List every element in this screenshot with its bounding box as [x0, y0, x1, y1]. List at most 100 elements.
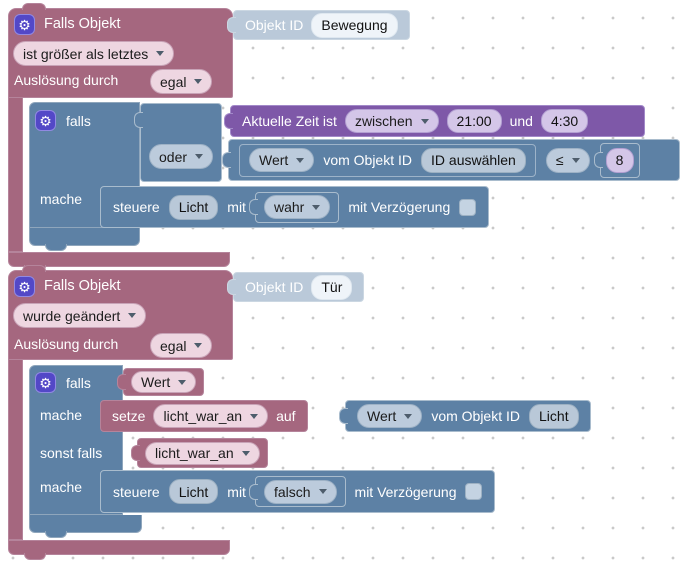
rule1-trigger-dropdown[interactable]: egal [150, 69, 213, 94]
steuere-object-field[interactable]: Licht [168, 194, 219, 220]
rule1-title: Falls Objekt [44, 16, 121, 32]
time-to-field[interactable]: 4:30 [540, 109, 589, 133]
set-variable-block[interactable]: setze licht_war_an auf [100, 400, 308, 432]
rule1-gear-icon[interactable]: ⚙ [14, 14, 35, 35]
rule2-condition-dropdown[interactable]: wurde geändert [13, 303, 147, 328]
chevron-down-icon [404, 413, 413, 419]
time-und-label: und [509, 113, 533, 129]
variable-dropdown[interactable]: licht_war_an [153, 404, 269, 428]
rule1-logic-or-block[interactable]: oder [134, 103, 222, 182]
number-block-connector [593, 152, 603, 168]
rule2-if-bottom-connector [45, 531, 67, 538]
chevron-down-icon [178, 379, 187, 385]
getter-object-id-field[interactable]: ID auswählen [421, 147, 526, 173]
or-block-connector [134, 112, 143, 128]
rule1-control-action-block[interactable]: steuere Licht mit wahr mit Verzögerung [100, 186, 490, 228]
logic-true-block[interactable]: wahr [248, 191, 340, 223]
rule2-trigger-label: Auslösung durch [14, 336, 119, 352]
getter2-vom-label: vom Objekt ID [431, 408, 521, 424]
rule2-bottom-connector [24, 553, 46, 560]
rule2-object-id-connector [227, 279, 236, 295]
falls-value-dropdown[interactable]: Wert [131, 371, 197, 393]
mit-label: mit [227, 199, 246, 215]
rule2-falls-label: falls [66, 375, 91, 391]
rule2-trigger-text: egal [160, 337, 187, 354]
time-from-field[interactable]: 21:00 [446, 109, 502, 133]
rule1-top-connector [22, 3, 46, 10]
rule1-if-bottom-bar [29, 228, 140, 251]
sonst-falls-value-block[interactable]: licht_war_an [131, 438, 268, 468]
steuere-label: steuere [113, 199, 160, 215]
chevron-down-icon [318, 489, 327, 494]
rule2-condition-text: wurde geändert [23, 307, 121, 324]
rule1-if-gear-icon[interactable]: ⚙ [35, 110, 56, 131]
rule1-condition-text: ist größer als letztes [23, 45, 149, 62]
logic-true-text: wahr [273, 199, 305, 215]
rule2-mache2-label: mache [40, 479, 83, 495]
rule2-title: Falls Objekt [44, 278, 121, 294]
compare-operator-dropdown[interactable]: ≤ [545, 147, 590, 173]
logic-false-dropdown[interactable]: falsch [263, 479, 337, 504]
logic-false-block[interactable]: falsch [248, 476, 346, 507]
chevron-down-icon [156, 51, 165, 56]
chevron-down-icon [250, 413, 259, 419]
number-block[interactable]: 8 [593, 142, 640, 178]
steuere2-object-field[interactable]: Licht [168, 479, 219, 504]
rule2-bottom-bar [8, 540, 230, 560]
rule2-top-connector [22, 265, 46, 272]
logic-operator-dropdown[interactable]: oder [149, 144, 214, 169]
delay-label: mit Verzögerung [348, 199, 451, 215]
rule2-mache-label: mache [40, 407, 83, 423]
rule1-if-bottom-connector [45, 244, 67, 251]
rule1-object-id-field[interactable]: Bewegung [311, 12, 398, 38]
sonst-falls-value-connector [131, 445, 140, 461]
mit2-label: mit [227, 483, 246, 500]
getter-attr-dropdown[interactable]: Wert [249, 148, 315, 172]
rule2-object-id-block[interactable]: Objekt ID Tür [227, 272, 365, 302]
rule1-object-id-connector [227, 17, 236, 33]
compare-block-connector [222, 152, 231, 168]
chevron-down-icon [195, 154, 204, 159]
chevron-down-icon [194, 79, 203, 84]
rule1-object-id-label: Objekt ID [245, 17, 304, 33]
rule2-control-action-block[interactable]: steuere Licht mit falsch mit Verzögerung [100, 470, 496, 513]
value-getter-block[interactable]: Wert vom Objekt ID ID auswählen [239, 143, 536, 177]
time-label: Aktuelle Zeit ist [242, 113, 337, 129]
value-getter-block-2[interactable]: Wert vom Objekt ID Licht [339, 400, 591, 432]
rule1-mache-label: mache [40, 191, 83, 207]
rule2-gear-icon[interactable]: ⚙ [14, 276, 35, 297]
delay2-checkbox[interactable] [465, 483, 483, 500]
steuere2-label: steuere [113, 483, 160, 500]
chevron-down-icon [571, 157, 580, 163]
getter-vom-label: vom Objekt ID [323, 152, 413, 168]
time-mode-text: zwischen [354, 113, 413, 129]
chevron-down-icon [241, 450, 250, 456]
falls-value-connector [117, 374, 126, 390]
rule1-falls-label: falls [66, 113, 91, 129]
getter2-connector [339, 408, 348, 424]
falls-value-text: Wert [141, 374, 171, 390]
sonst-falls-value-dropdown[interactable]: licht_war_an [145, 441, 260, 465]
rule1-condition-dropdown[interactable]: ist größer als letztes [13, 41, 175, 66]
rule2-if-gear-icon[interactable]: ⚙ [35, 372, 56, 393]
rule1-object-id-block[interactable]: Objekt ID Bewegung [227, 10, 410, 40]
rule2-trigger-dropdown[interactable]: egal [150, 333, 213, 358]
delay-checkbox[interactable] [459, 198, 477, 216]
logic-operator-text: oder [159, 148, 188, 165]
getter2-attr-dropdown[interactable]: Wert [357, 404, 423, 428]
chevron-down-icon [312, 204, 321, 210]
rule2-falls-value-block[interactable]: Wert [117, 368, 205, 396]
compare-block[interactable]: Wert vom Objekt ID ID auswählen ≤ 8 [222, 139, 680, 181]
delay2-label: mit Verzögerung [354, 483, 457, 500]
logic-false-text: falsch [273, 483, 311, 500]
sonst-falls-value-text: licht_war_an [155, 445, 234, 461]
rule2-object-id-field[interactable]: Tür [311, 274, 353, 300]
auf-label: auf [276, 408, 296, 424]
rule2-object-id-label: Objekt ID [245, 279, 304, 295]
logic-true-dropdown[interactable]: wahr [263, 195, 331, 219]
time-condition-block[interactable]: Aktuelle Zeit ist zwischen 21:00 und 4:3… [224, 105, 645, 137]
number-field[interactable]: 8 [605, 147, 634, 173]
time-mode-dropdown[interactable]: zwischen [344, 109, 439, 133]
getter2-object-field[interactable]: Licht [529, 403, 579, 429]
